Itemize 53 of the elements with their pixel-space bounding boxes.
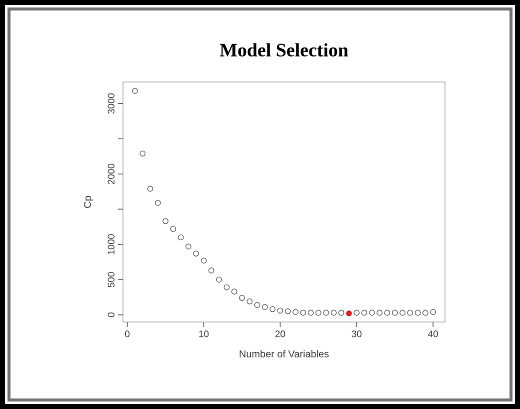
point [376,310,382,316]
point [132,88,138,94]
point [270,306,276,312]
point [323,310,329,316]
point [346,310,352,316]
point [186,244,192,250]
point [170,226,176,232]
point [400,310,406,316]
point [277,308,284,314]
y-tick-label: 3000 [108,93,114,114]
point [224,284,230,290]
point [292,309,298,315]
point [354,310,360,316]
x-tick-label: 40 [428,330,438,338]
y-tick-label: 500 [108,272,114,288]
x-tick-label: 0 [125,330,130,338]
point [200,258,207,264]
point [422,310,428,316]
x-tick-label: 20 [275,330,286,338]
point [384,310,390,316]
point [308,310,314,316]
point [262,304,268,310]
y-tick-label: 1000 [108,234,114,254]
point [338,310,344,316]
point [162,218,168,224]
y-tick-label: 2000 [108,164,114,184]
point [140,150,146,156]
point [330,310,337,316]
x-tick-label: 30 [352,330,362,338]
point [147,186,154,192]
point [216,276,222,283]
point [193,250,199,256]
point [154,200,161,206]
point [231,288,238,294]
point [369,310,375,316]
y-tick-label: 0 [108,312,114,318]
point [284,308,291,314]
x-axis-title: Number of Variables [240,350,329,358]
point [392,310,398,316]
point [414,310,421,316]
point [316,310,322,316]
chart-title: Model Selection [220,43,348,56]
point [407,310,414,316]
x-tick-label: 10 [199,330,209,338]
point [361,310,368,316]
point [246,298,252,304]
point [239,295,245,301]
point [178,234,184,240]
point [208,268,214,274]
point [300,310,306,316]
y-axis-title: Cp [84,196,93,208]
point [430,309,436,315]
point [254,302,260,308]
